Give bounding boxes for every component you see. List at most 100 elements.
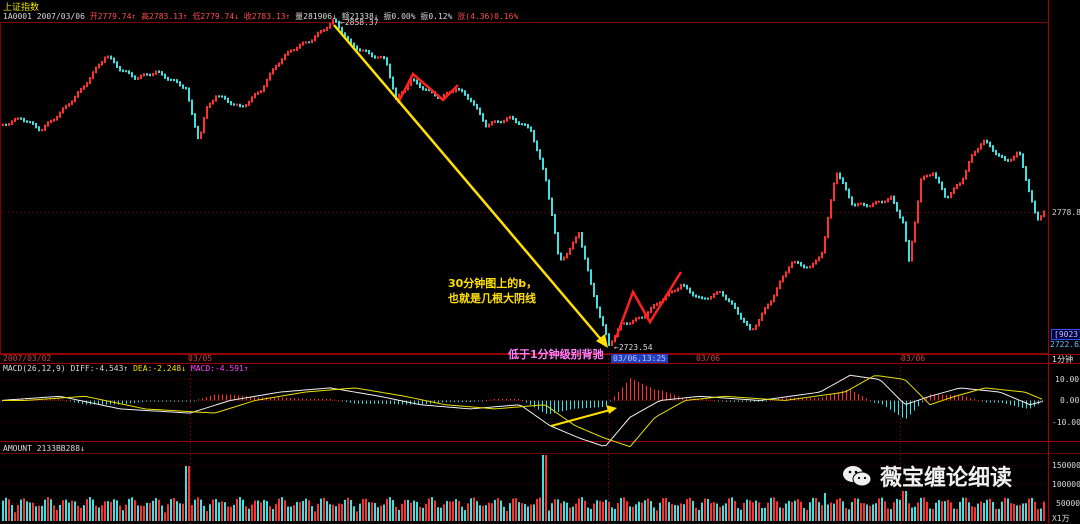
candle [803, 264, 805, 269]
change-value: 涨(4.36)0.16% [457, 12, 519, 21]
amount-bar [35, 506, 37, 521]
candle [869, 205, 871, 208]
macd-bar [294, 398, 295, 401]
candle [356, 45, 358, 51]
amount-bar [428, 498, 430, 521]
macd-bar [86, 400, 87, 405]
amount-bar [260, 502, 262, 521]
macd-bar [850, 389, 851, 401]
macd-bar [882, 400, 883, 405]
candle [8, 122, 10, 127]
amount-bar [284, 500, 286, 521]
amount-bar [992, 501, 994, 521]
amount-bar [905, 491, 907, 521]
candle [995, 149, 997, 156]
macd-bar [638, 381, 639, 401]
amount-bar [821, 505, 823, 521]
macd-bar [618, 391, 619, 401]
candle [758, 318, 760, 327]
candle [344, 32, 346, 38]
amount-bar [1004, 497, 1006, 521]
macd-bar [342, 400, 343, 402]
amount-bar [1016, 505, 1018, 521]
amount-bar [968, 502, 970, 521]
candle [935, 172, 937, 179]
macd-bar [518, 398, 519, 401]
amount-bar [1010, 503, 1012, 521]
macd-bar [50, 399, 51, 401]
macd-bar [566, 400, 567, 411]
candle [809, 265, 811, 269]
macd-bar [58, 399, 59, 401]
amount-bar [566, 502, 568, 521]
candle [62, 107, 64, 114]
period-label[interactable]: 1分钟 [1052, 355, 1074, 364]
amount-bar [134, 500, 136, 521]
candle [575, 236, 577, 244]
macd-bar [70, 400, 71, 402]
amount-bar [545, 455, 547, 521]
macd-bar [754, 400, 755, 402]
amount-bar [140, 505, 142, 521]
candle [167, 76, 169, 81]
amount-bar [125, 504, 127, 521]
macd-bar [166, 400, 167, 402]
candle [608, 333, 610, 346]
candle [101, 60, 103, 66]
candle [641, 316, 643, 319]
candle [161, 71, 163, 76]
amount-bar [11, 504, 13, 521]
candle [1034, 200, 1036, 214]
amount-bar [431, 497, 433, 521]
candle [710, 295, 712, 300]
date-left: 2007/03/02 [3, 354, 52, 363]
macd-bar [758, 400, 759, 402]
amount-bar [797, 499, 799, 521]
macd-bar [534, 400, 535, 408]
candle [452, 90, 454, 94]
high-marker: ←2858.37 [340, 18, 379, 27]
high-marker-value: 2858.37 [344, 18, 379, 27]
candle [518, 121, 520, 126]
amount-bar [467, 503, 469, 521]
macd-bar [302, 398, 303, 401]
macd-bar [846, 389, 847, 401]
macd-bar [234, 394, 235, 401]
macd-bar [142, 400, 143, 402]
candle [446, 91, 448, 96]
amount-bar [26, 501, 28, 521]
amount-bar [110, 502, 112, 521]
candle [263, 85, 265, 93]
macd-bar [42, 399, 43, 401]
candle [926, 174, 928, 178]
amount-bar [734, 500, 736, 521]
amount-bar [893, 502, 895, 521]
amount-bar [812, 497, 814, 521]
macd-bar [662, 390, 663, 401]
amount-bar [434, 500, 436, 521]
amount-bar [890, 509, 892, 521]
candle [227, 97, 229, 103]
amount-bar [389, 497, 391, 521]
candle [479, 107, 481, 116]
amount-bar [659, 502, 661, 521]
candle [491, 121, 493, 126]
amount-bar [701, 502, 703, 521]
macd-bar [334, 399, 335, 401]
macd-bar [366, 400, 367, 404]
macd-bar [134, 400, 135, 403]
candle [704, 297, 706, 300]
candle [896, 202, 898, 212]
candle [533, 129, 535, 143]
candle [680, 283, 682, 290]
candle [908, 239, 910, 262]
macd-bar [402, 400, 403, 405]
amount-bar [203, 505, 205, 521]
candle [11, 120, 13, 125]
candle [779, 280, 781, 290]
amount-bar [347, 497, 349, 521]
candle [179, 81, 181, 87]
candle [41, 128, 43, 132]
candle [170, 78, 172, 81]
